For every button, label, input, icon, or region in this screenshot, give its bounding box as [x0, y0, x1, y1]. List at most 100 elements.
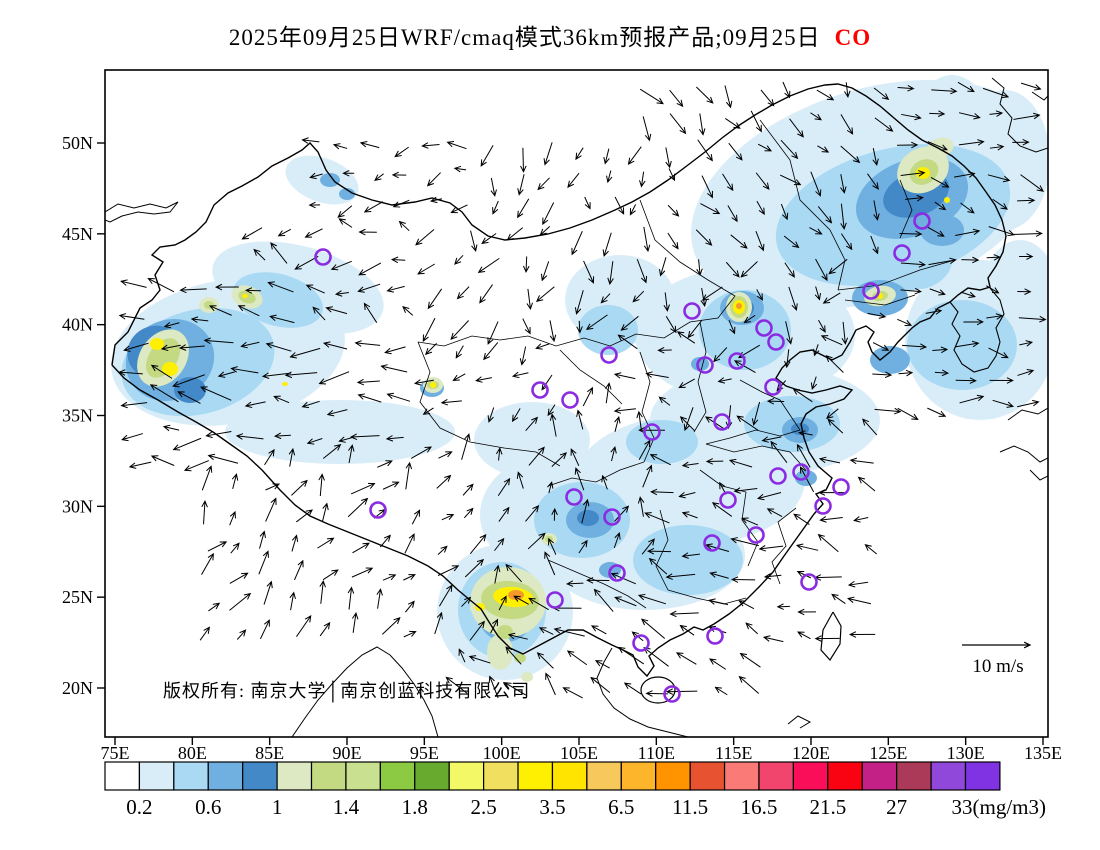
wind-arrow — [415, 229, 435, 246]
city-marker — [767, 333, 785, 351]
wind-arrow — [733, 487, 758, 494]
colorbar-label: 1.8 — [402, 795, 428, 819]
wind-arrow — [269, 314, 295, 324]
province-boundary — [639, 351, 655, 463]
city-marker — [713, 413, 731, 431]
wind-arrow — [989, 143, 1005, 151]
contour-blob-yellow — [430, 382, 436, 388]
wind-arrow — [438, 451, 453, 459]
wind-arrow — [348, 444, 355, 464]
wind-arrow — [578, 539, 588, 554]
wind-arrow — [398, 220, 410, 232]
wind-arrow — [326, 409, 348, 417]
wind-arrow — [796, 443, 811, 468]
wind-arrow — [483, 342, 499, 361]
wind-arrow — [840, 203, 847, 231]
wind-arrow — [214, 283, 239, 291]
wind-arrow — [487, 321, 499, 345]
x-axis-label: 100E — [483, 743, 521, 763]
wind-arrow — [601, 474, 608, 490]
wind-arrow — [384, 346, 406, 355]
wind-arrow — [897, 84, 915, 92]
wind-arrow — [391, 171, 407, 179]
wind-arrow — [263, 580, 273, 605]
map-interior — [105, 75, 1048, 737]
city-marker — [683, 302, 701, 320]
contour-blob-medium — [872, 230, 952, 290]
wind-arrow — [411, 509, 421, 525]
wind-arrow — [617, 646, 645, 665]
y-axis-label: 40N — [62, 315, 93, 335]
wind-arrow — [479, 284, 493, 304]
wind-arrow — [934, 369, 950, 377]
wind-arrow — [897, 407, 919, 420]
wind-arrow — [934, 201, 947, 211]
wind-arrow — [332, 143, 348, 150]
colorbar-label: 27 — [886, 795, 907, 819]
wind-arrow — [929, 288, 946, 296]
wind-arrow — [614, 505, 630, 522]
wind-arrow — [120, 279, 147, 288]
wind-arrow — [663, 292, 670, 312]
colorbar-cell — [896, 761, 932, 791]
wind-arrow — [576, 409, 584, 430]
wind-arrow — [738, 600, 755, 610]
colorbar-cell — [138, 761, 175, 791]
wind-arrow — [872, 147, 879, 167]
wind-arrow — [539, 225, 551, 236]
wind-arrow — [301, 137, 320, 144]
city-marker — [913, 212, 931, 230]
wind-arrow — [522, 256, 530, 274]
wind-arrow — [929, 110, 946, 117]
wind-arrow — [731, 576, 756, 583]
wind-arrow — [574, 290, 584, 315]
wind-arrow — [848, 631, 876, 638]
wind-arrow — [291, 534, 299, 552]
wind-arrow — [770, 440, 788, 463]
wind-arrow — [403, 574, 416, 581]
wind-arrow — [321, 502, 329, 523]
colorbar-cell — [758, 761, 794, 791]
wind-arrow — [782, 81, 791, 99]
wind-arrow — [614, 196, 625, 215]
x-axis-label: 105E — [560, 743, 598, 763]
wind-arrow — [517, 198, 530, 219]
x-axis-label: 135E — [1024, 743, 1062, 763]
wind-arrow — [506, 227, 524, 241]
wind-arrow — [665, 147, 672, 169]
wind-arrow — [649, 454, 671, 466]
x-axis-label: 120E — [792, 743, 830, 763]
wind-arrow — [864, 544, 878, 555]
wind-arrow — [584, 196, 591, 210]
wind-arrow — [960, 202, 975, 214]
wind-arrow — [728, 319, 736, 335]
wind-arrow — [636, 410, 643, 430]
wind-arrow — [586, 577, 610, 584]
wind-arrow — [667, 204, 680, 217]
colorbar-cell — [242, 761, 278, 791]
colorbar-label: 0.2 — [126, 795, 152, 819]
wind-arrow — [201, 499, 208, 525]
wind-arrow — [390, 256, 406, 264]
wind-arrow — [780, 203, 789, 221]
wind-arrow — [900, 261, 927, 268]
province-boundary — [693, 321, 707, 433]
taiwan-coastline — [820, 611, 842, 661]
wind-arrow — [867, 312, 887, 319]
wind-arrow — [230, 542, 240, 554]
colorbar-label: 1.4 — [333, 795, 360, 819]
wind-arrow — [605, 382, 612, 404]
wind-arrow — [582, 386, 593, 407]
wind-arrow — [639, 88, 664, 105]
wind-arrow — [792, 388, 813, 403]
wind-arrow — [230, 366, 259, 374]
wind-arrow — [617, 334, 638, 350]
city-marker — [719, 491, 737, 509]
wind-arrow — [429, 196, 443, 204]
wind-arrow — [925, 308, 943, 315]
y-axis-label: 50N — [62, 133, 93, 153]
wind-arrow — [988, 347, 1009, 359]
wind-arrow — [351, 611, 359, 633]
colorbar-label: 21.5 — [809, 795, 846, 819]
wind-arrow — [382, 481, 400, 490]
